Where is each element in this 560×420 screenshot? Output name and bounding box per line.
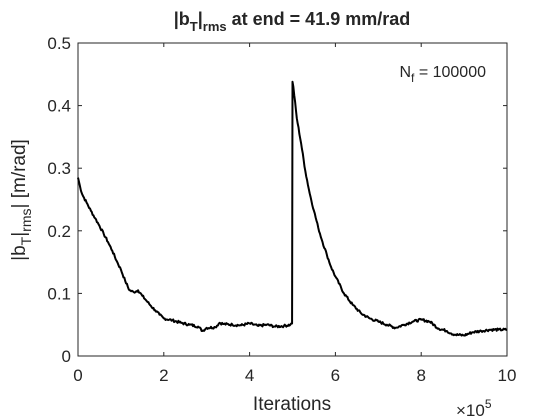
y-tick-label: 0.1 <box>47 284 71 303</box>
x-axis-label: Iterations <box>253 394 331 415</box>
x-tick-label: 6 <box>331 366 340 385</box>
series-line <box>77 80 508 337</box>
x-tick-label: 4 <box>245 366 254 385</box>
y-tick-label: 0.4 <box>47 97 71 116</box>
y-tick-label: 0.5 <box>47 34 71 53</box>
x-exponent-label: ×105 <box>456 397 492 420</box>
chart-title: |bT|rms at end = 41.9 mm/rad <box>174 9 410 34</box>
x-tick-label: 10 <box>498 366 517 385</box>
y-tick-label: 0.2 <box>47 222 71 241</box>
x-tick-label: 0 <box>73 366 82 385</box>
axis-tick-labels: 0 2 4 6 8 10 0 0.1 0.2 0.3 0.4 0.5 <box>47 34 516 385</box>
axis-ticks <box>77 42 508 357</box>
y-tick-label: 0 <box>62 347 71 366</box>
x-tick-label: 8 <box>416 366 425 385</box>
y-axis-label: |bT|rms| [m/rad] <box>9 139 34 261</box>
x-tick-label: 2 <box>159 366 168 385</box>
y-tick-label: 0.3 <box>47 159 71 178</box>
annotation-nf: Nf = 100000 <box>399 64 486 85</box>
